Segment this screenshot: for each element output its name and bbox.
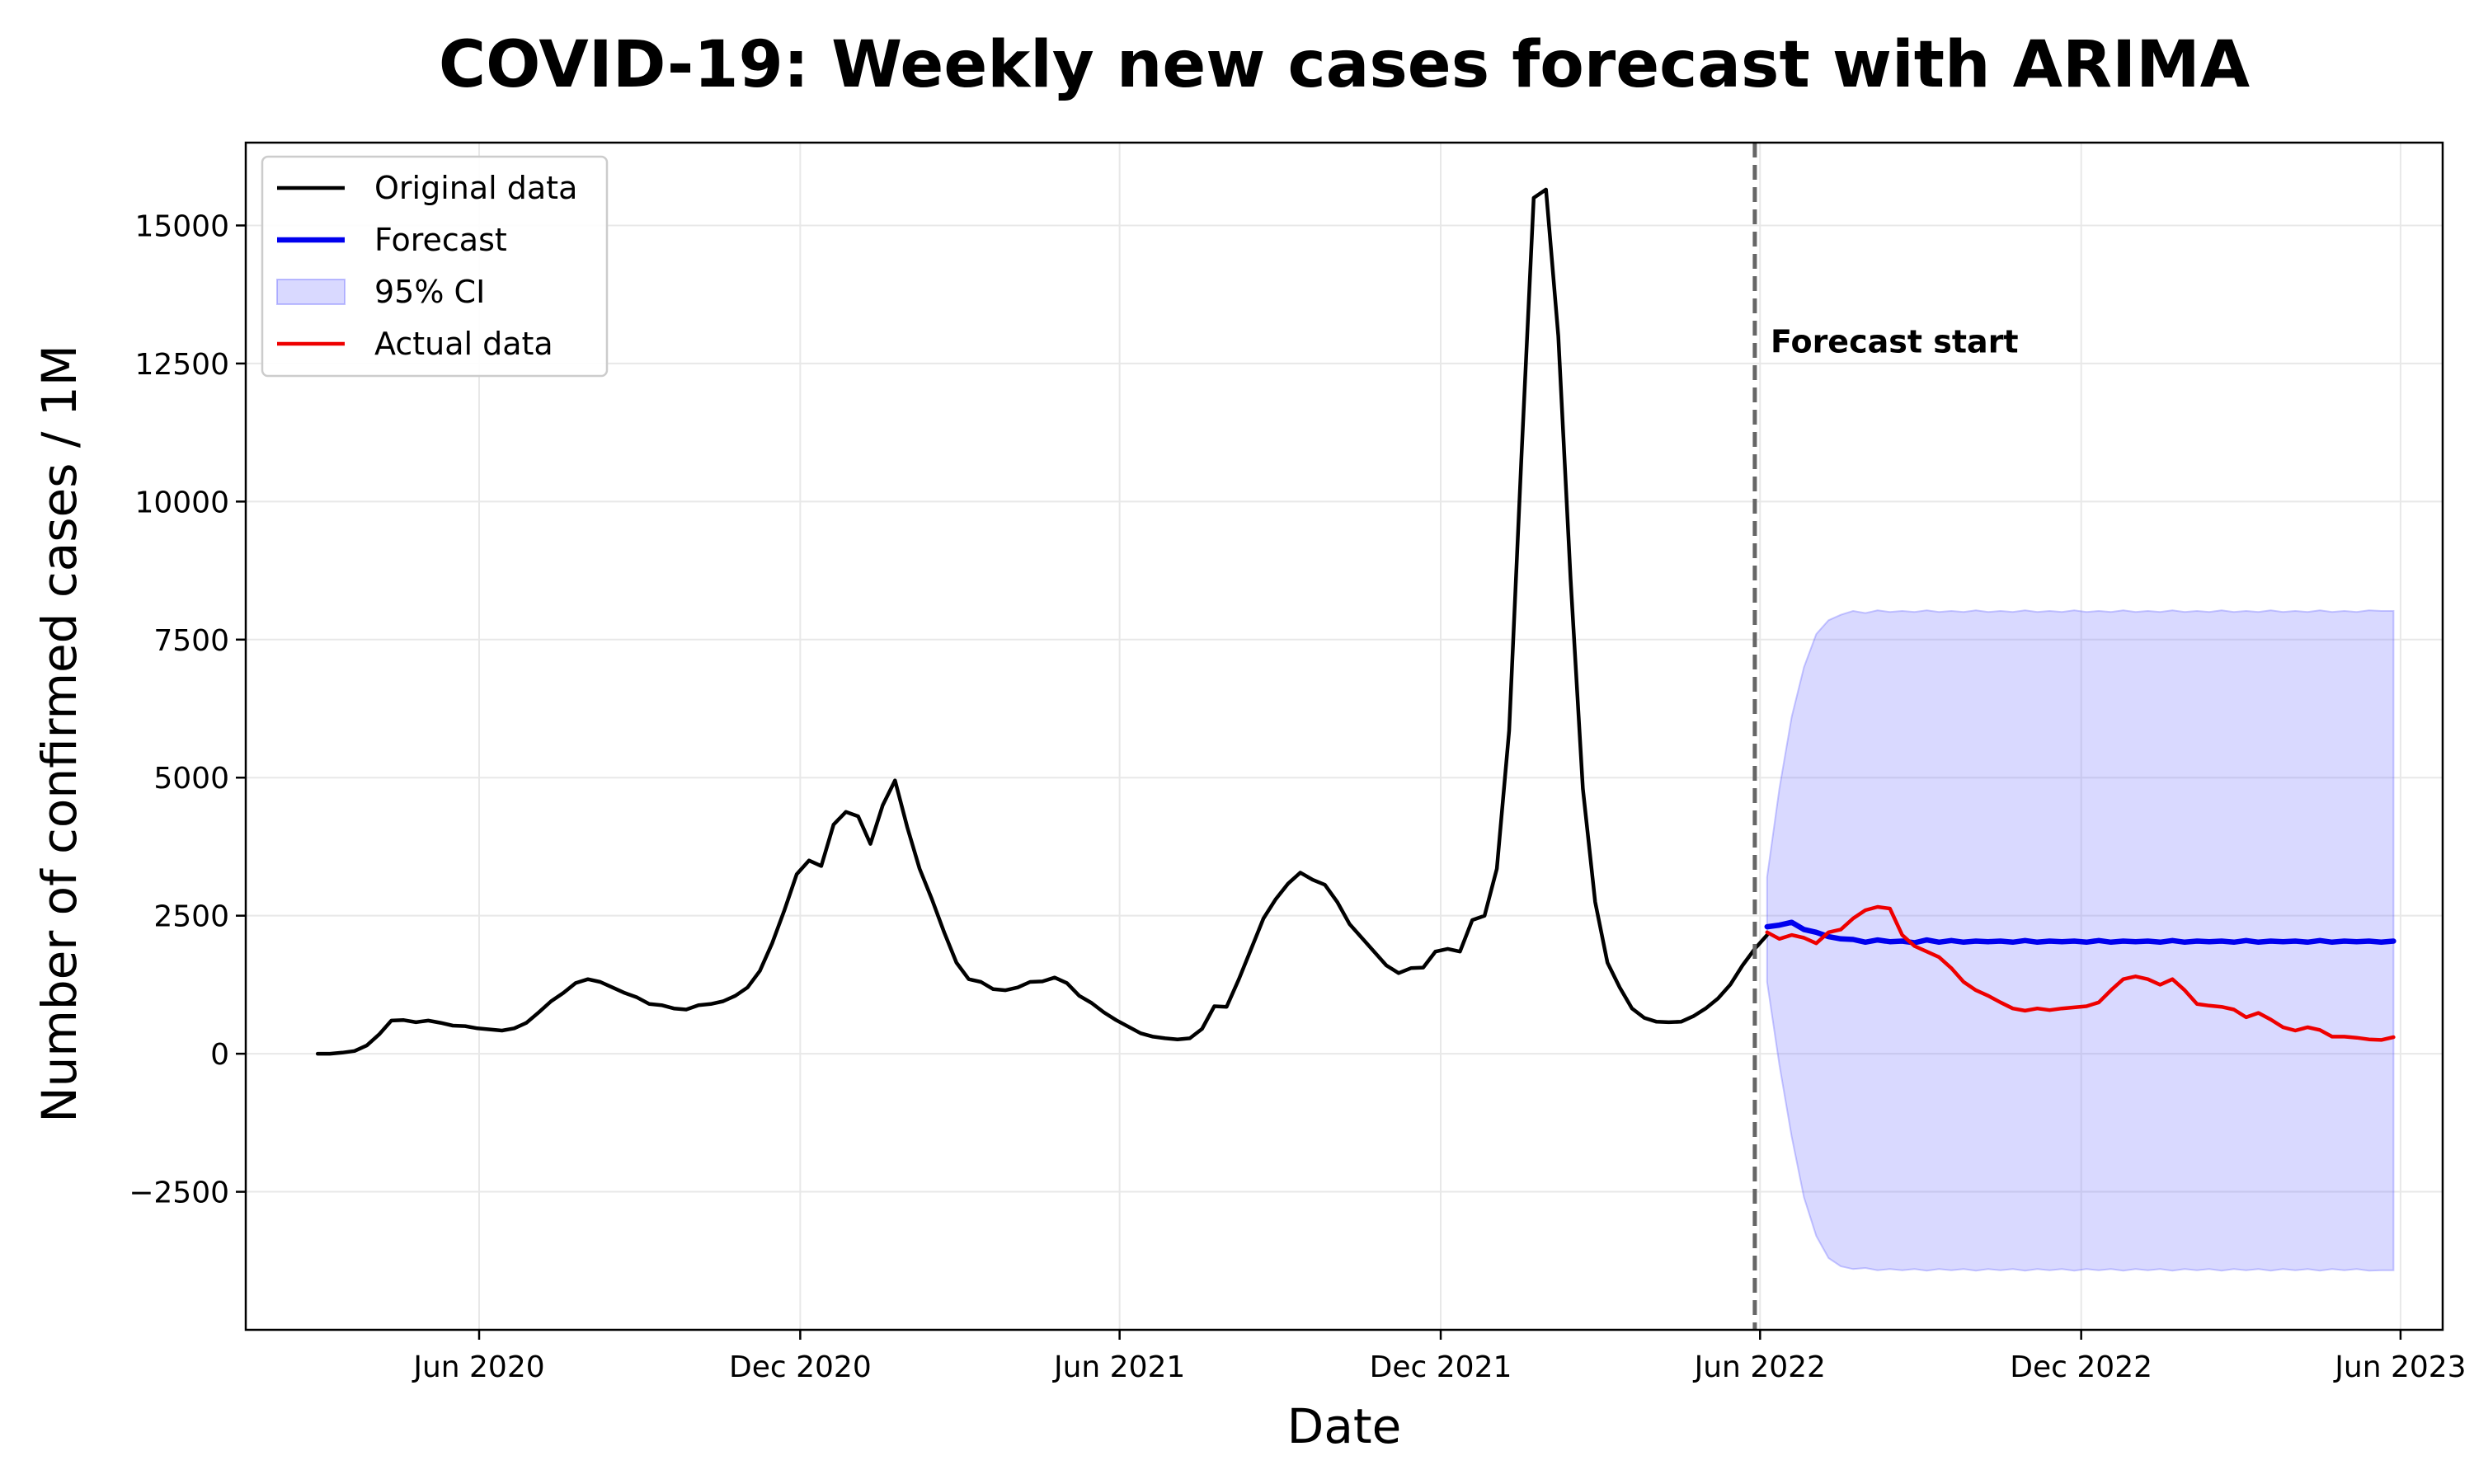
y-axis: −2500 0 2500 5000 7500 10000 12500 15000 [129,209,246,1210]
legend-label-actual-data: Actual data [374,326,553,362]
x-axis: Jun 2020 Dec 2020 Jun 2021 Dec 2021 Jun 2022… [412,1330,2467,1384]
x-tick-label: Dec 2021 [1370,1350,1512,1384]
legend-label-forecast: Forecast [374,222,507,258]
series-original-data [315,187,1770,1056]
y-tick-label: 0 [210,1038,229,1072]
x-axis-label: Date [1287,1398,1402,1454]
x-tick-label: Jun 2023 [2333,1350,2466,1384]
series-layer [315,187,2396,1056]
y-tick-label: 7500 [153,624,229,658]
plot-frame [244,141,2444,1331]
x-tick-label: Jun 2020 [412,1350,544,1384]
y-tick-label: −2500 [129,1176,229,1210]
y-tick-label: 5000 [153,762,229,796]
y-tick-label: 10000 [134,486,229,519]
chart-title: COVID-19: Weekly new cases forecast with… [439,28,2250,102]
y-tick-label: 15000 [134,209,229,243]
grid [246,143,2443,1330]
legend: Original data Forecast 95% CI Actual data [261,155,609,378]
legend-label-95-ci: 95% CI [374,274,485,310]
x-tick-label: Jun 2022 [1693,1350,1826,1384]
x-tick-label: Jun 2021 [1052,1350,1185,1384]
y-tick-label: 2500 [153,900,229,934]
legend-swatch-95-ci [276,279,346,305]
legend-box [261,155,609,378]
forecast-start-annotation: Forecast start [1771,324,2019,360]
series-actual-data [1765,904,2396,1042]
series-forecast [1764,919,2396,946]
x-tick-label: Dec 2022 [2010,1350,2152,1384]
x-tick-label: Dec 2020 [729,1350,872,1384]
legend-label-original-data: Original data [374,170,577,206]
y-tick-label: 12500 [134,348,229,382]
y-axis-label: Number of confirmed cases / 1M [31,345,87,1123]
